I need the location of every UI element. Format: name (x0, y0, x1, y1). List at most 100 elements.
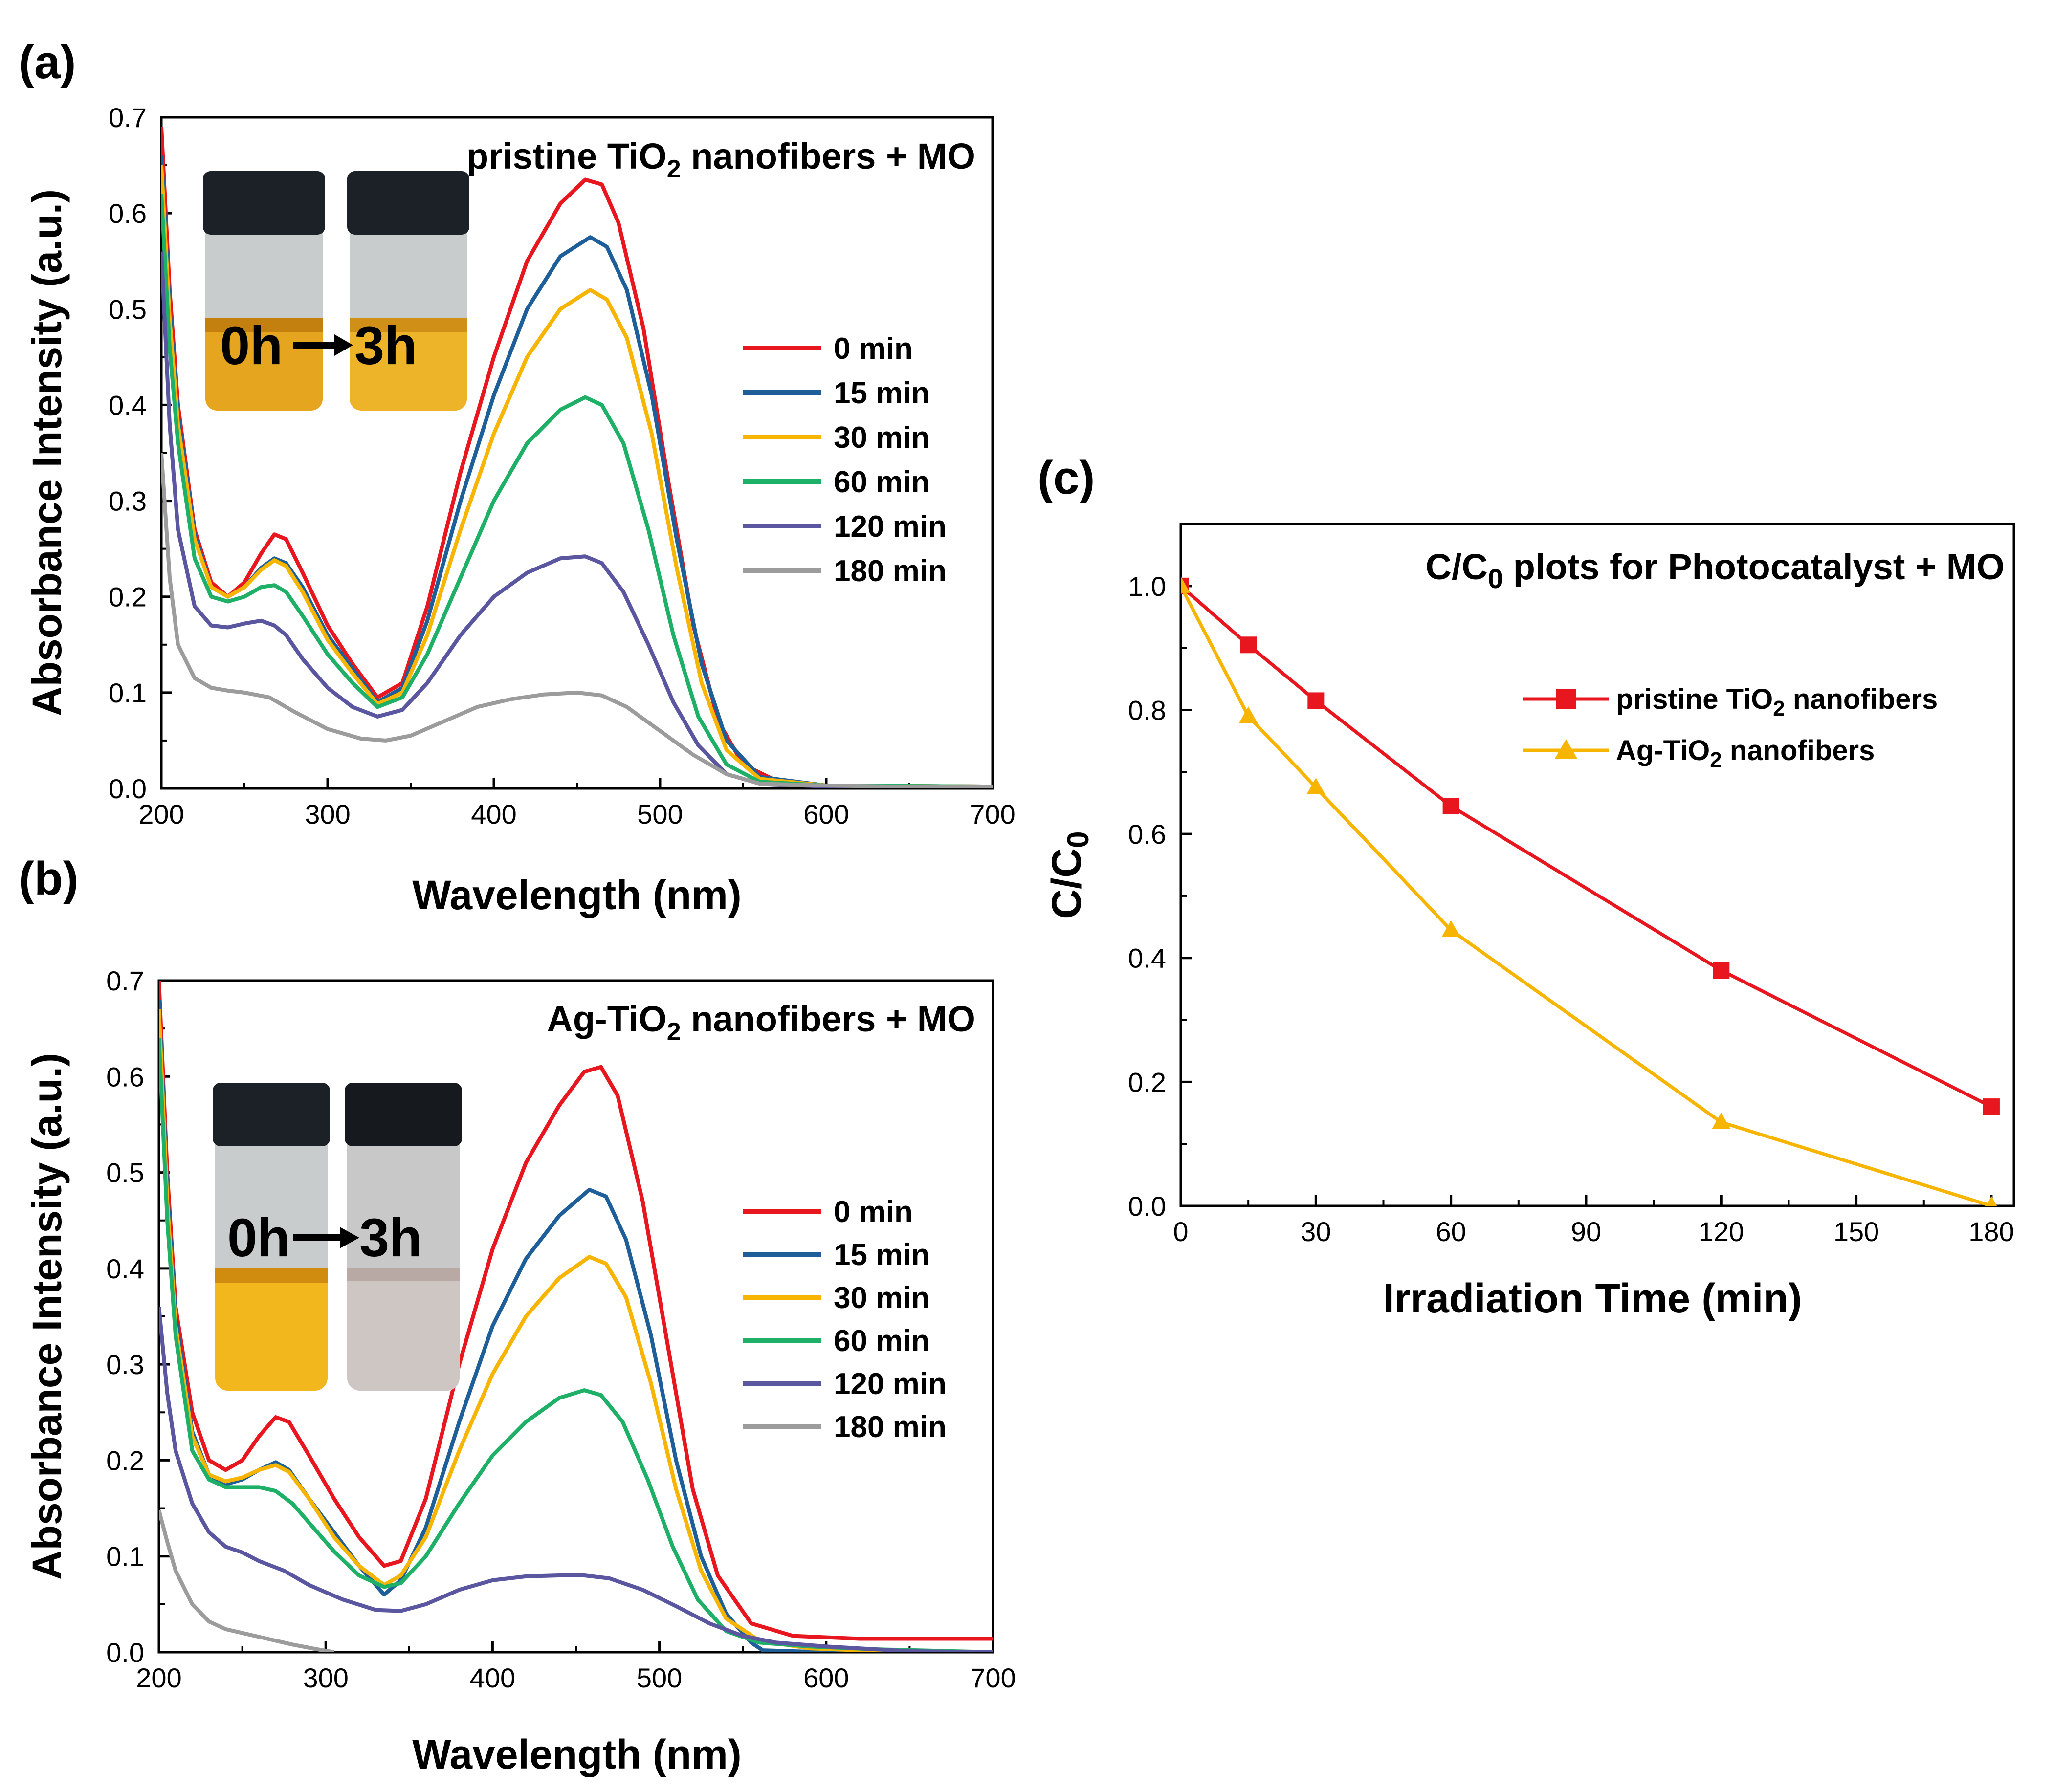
series-line-15-min (159, 1000, 993, 1652)
panel-c-legend: pristine TiO2 nanofibers Ag-TiO2 nanofib… (1523, 683, 1938, 772)
panel-b-title: Ag-TiO2 nanofibers + MO (547, 999, 975, 1046)
x-tick-label: 30 (1301, 1216, 1331, 1247)
y-tick-label: 0.1 (106, 1541, 144, 1572)
y-tick-label: 0.4 (109, 390, 147, 420)
panel-c-ticks: 0 30 60 90 120 150 180 0.0 0.2 0.4 0.6 0.8 1.0 (1128, 571, 2014, 1247)
panel-a-series (161, 127, 993, 788)
panel-c-frame (1179, 523, 2015, 1207)
panel-b-ticks: 200 300 400 500 600 700 0.0 0.1 0.2 0.3 0.4 0.5 0.6 0… (106, 965, 1016, 1693)
y-tick-label: 0.5 (109, 294, 147, 325)
panel-b-letter: (b) (19, 852, 79, 905)
y-tick-label: 0.0 (109, 773, 147, 804)
panel-b-y-axis-label: Absorbance Intensity (a.u.) (24, 1053, 70, 1580)
y-tick-label: 0.6 (109, 198, 147, 229)
data-point-triangle (1712, 1112, 1731, 1129)
y-tick-label: 0.2 (106, 1445, 144, 1476)
x-tick-label: 300 (303, 1662, 348, 1693)
legend-label-ag: Ag-TiO2 nanofibers (1616, 735, 1875, 772)
x-tick-label: 700 (970, 799, 1015, 830)
legend-label-pristine: pristine TiO2 nanofibers (1616, 683, 1938, 721)
y-tick-label: 0.0 (1128, 1191, 1166, 1222)
panel-c: (c) 0 30 60 90 120 150 180 0.0 0.2 0.4 0.6 0.8 1.0 C… (1038, 452, 2015, 1321)
data-point-triangle (1441, 920, 1460, 937)
vial-after (347, 171, 469, 411)
x-tick-label: 200 (136, 1662, 181, 1693)
legend-label: 15 min (834, 376, 929, 410)
data-point-triangle (1181, 576, 1190, 593)
y-tick-label: 0.2 (109, 582, 147, 612)
panel-a-y-axis-label: Absorbance Intensity (a.u.) (24, 189, 70, 716)
panel-b-x-axis-label: Wavelength (nm) (412, 1731, 742, 1777)
vial-label-start: 0h (220, 316, 283, 376)
x-tick-label: 600 (803, 799, 849, 830)
legend-marker-ag (1555, 739, 1577, 759)
vial-label-end: 3h (354, 316, 417, 376)
legend-label: 30 min (834, 421, 929, 455)
data-point-triangle (1986, 1196, 1997, 1206)
x-tick-label: 400 (470, 1662, 515, 1693)
y-tick-label: 0.5 (106, 1158, 144, 1188)
panel-c-letter: (c) (1038, 452, 1095, 504)
x-tick-label: 300 (305, 799, 350, 830)
series-line-ag-tio2-nanofibers (1181, 585, 1992, 1206)
y-tick-label: 0.4 (1128, 943, 1166, 974)
x-tick-label: 150 (1833, 1216, 1879, 1247)
x-tick-label: 200 (138, 799, 184, 830)
vial-before (203, 171, 325, 411)
y-tick-label: 0.7 (109, 102, 147, 133)
data-point-square (1983, 1098, 2000, 1115)
legend-label: 60 min (834, 465, 929, 499)
y-tick-label: 0.1 (109, 677, 147, 708)
series-line-120-min (161, 251, 993, 788)
panel-b: (b) 200 300 400 500 600 700 0.0 0.1 0.2 0.3 0.4 0.5… (19, 852, 1016, 1777)
x-tick-label: 700 (970, 1662, 1016, 1693)
series-line-pristine-tio2-nanofibers (1181, 585, 1992, 1109)
panel-a-title: pristine TiO2 nanofibers + MO (466, 136, 975, 183)
panel-c-x-axis-label: Irradiation Time (min) (1383, 1275, 1802, 1321)
y-tick-label: 0.6 (1128, 819, 1166, 850)
y-tick-label: 0.3 (109, 486, 147, 517)
y-tick-label: 0.3 (106, 1349, 144, 1380)
data-point-square (1240, 636, 1257, 654)
y-tick-label: 0.6 (106, 1061, 144, 1092)
series-line-180-min (161, 453, 993, 788)
legend-label: 60 min (834, 1324, 929, 1358)
data-point-triangle (1239, 706, 1258, 723)
x-tick-label: 60 (1436, 1216, 1466, 1247)
panel-b-legend: 0 min 15 min 30 min 60 min 120 min 180 min (743, 1195, 947, 1444)
x-tick-label: 180 (1968, 1216, 2014, 1247)
series-line-120-min (159, 1307, 993, 1652)
panel-c-series (1181, 576, 2000, 1206)
series-line-180-min (159, 1509, 334, 1652)
vial-after (345, 1083, 462, 1391)
x-tick-label: 400 (471, 799, 516, 830)
x-tick-label: 120 (1699, 1216, 1744, 1247)
vial-arrow-head-icon (340, 1227, 359, 1248)
panel-c-title: C/C0 plots for Photocatalyst + MO (1426, 546, 2005, 594)
legend-label: 120 min (834, 1367, 947, 1401)
legend-marker-pristine (1556, 689, 1576, 709)
x-tick-label: 500 (637, 1662, 682, 1693)
x-tick-label: 500 (637, 799, 683, 830)
series-line-0-min (159, 981, 993, 1641)
legend-label: 15 min (834, 1238, 929, 1272)
x-tick-label: 0 (1173, 1216, 1188, 1247)
panel-a-letter: (a) (19, 36, 76, 88)
legend-label: 0 min (834, 1195, 913, 1229)
y-tick-label: 0.7 (106, 965, 144, 996)
y-tick-label: 0.8 (1128, 695, 1166, 725)
vial-before (213, 1083, 330, 1391)
x-tick-label: 90 (1571, 1216, 1601, 1247)
panel-a: (a) 200 300 400 500 600 700 0.0 0.1 0.2 0.3 0.4 0.5… (19, 36, 1016, 918)
panel-a-ticks: 200 300 400 500 600 700 0.0 0.1 0.2 0.3 0.4 0.5 0.6 0… (109, 102, 1016, 830)
vial-label-start: 0h (227, 1208, 290, 1268)
data-point-triangle (1306, 777, 1325, 794)
series-line-60-min (159, 1038, 993, 1652)
vial-arrow-head-icon (334, 334, 353, 356)
series-line-60-min (161, 194, 993, 788)
panel-b-series (159, 981, 993, 1652)
panel-a-x-axis-label: Wavelength (nm) (412, 872, 742, 918)
panel-a-legend: 0 min 15 min 30 min 60 min 120 min 180 min (743, 332, 947, 588)
y-tick-label: 0.2 (1128, 1067, 1166, 1097)
